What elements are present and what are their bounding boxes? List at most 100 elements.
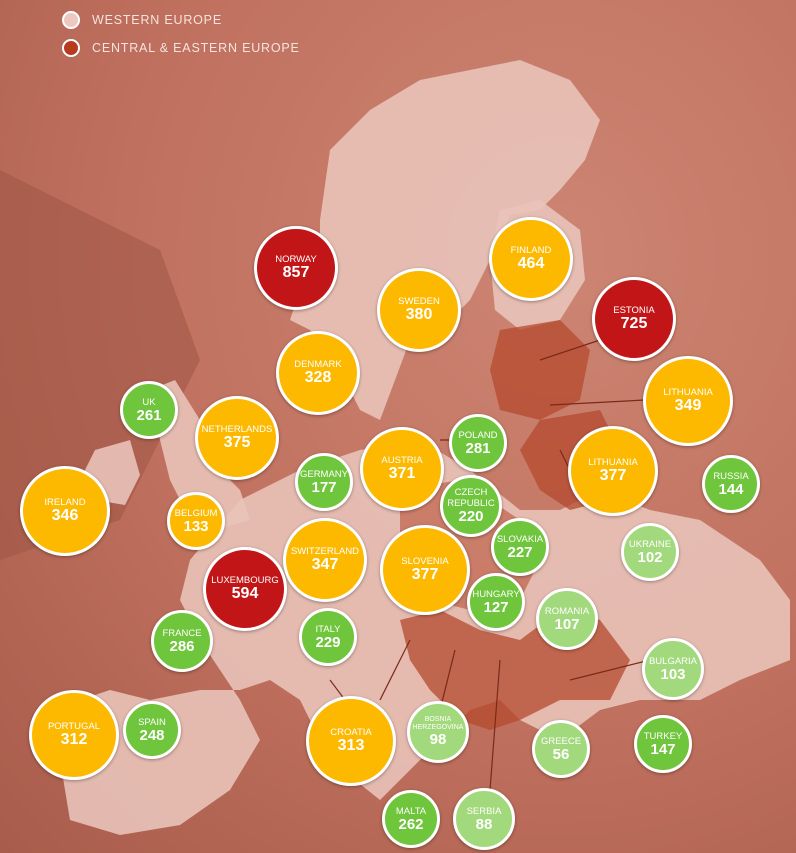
country-name: SPAIN	[138, 716, 166, 728]
country-bubble-belgium[interactable]: BELGIUM 133	[167, 492, 225, 550]
country-name: SLOVAKIA	[496, 533, 544, 545]
country-value: 261	[136, 406, 162, 424]
country-bubble-ukraine[interactable]: UKRAINE 102	[621, 523, 679, 581]
country-bubble-denmark[interactable]: DENMARK 328	[276, 331, 360, 415]
country-value: 375	[223, 434, 251, 452]
country-bubble-norway[interactable]: NORWAY 857	[254, 226, 338, 310]
country-bubble-romania[interactable]: ROMANIA 107	[536, 588, 598, 650]
country-name: UK	[142, 396, 156, 408]
country-value: 227	[507, 543, 533, 561]
country-name: NETHERLANDS	[201, 424, 273, 436]
country-bubble-netherlands[interactable]: NETHERLANDS 375	[195, 396, 279, 480]
background-shadow	[0, 170, 200, 560]
country-value: 286	[169, 637, 195, 655]
country-value: 262	[398, 815, 424, 833]
country-name: AUSTRIA	[381, 455, 423, 467]
country-value: 328	[304, 369, 332, 387]
country-bubble-sweden[interactable]: SWEDEN 380	[377, 268, 461, 352]
country-name: DENMARK	[294, 359, 342, 371]
country-value: 103	[660, 665, 686, 683]
country-value: 220	[458, 508, 484, 526]
country-value: 147	[650, 740, 676, 758]
country-value: 464	[517, 255, 545, 273]
country-value: 377	[599, 467, 627, 485]
country-bubble-czech-republic[interactable]: CZECH REPUBLIC 220	[440, 475, 502, 537]
country-name: LITHUANIA	[588, 457, 638, 469]
country-name: SWITZERLAND	[290, 546, 360, 558]
country-value: 347	[311, 556, 339, 574]
country-name: ESTONIA	[613, 305, 655, 317]
country-name: NORWAY	[275, 254, 317, 266]
country-value: 248	[139, 726, 165, 744]
country-value: 346	[51, 507, 79, 525]
country-name: GERMANY	[299, 468, 349, 480]
legend-item-central-eastern-europe: CENTRAL & EASTERN EUROPE	[62, 34, 300, 62]
country-value: 133	[183, 517, 209, 535]
country-bubble-estonia[interactable]: ESTONIA 725	[592, 277, 676, 361]
country-bubble-slovakia[interactable]: SLOVAKIA 227	[491, 518, 549, 576]
country-bubble-hungary[interactable]: HUNGARY 127	[467, 573, 525, 631]
country-name: BULGARIA	[648, 655, 698, 667]
country-value: 377	[411, 566, 439, 584]
country-bubble-croatia[interactable]: CROATIA 313	[306, 696, 396, 786]
country-value: 349	[674, 397, 702, 415]
country-bubble-bosnia-herzegovina[interactable]: BOSNIA HERZEGOVINA 98	[407, 701, 469, 763]
country-bubble-greece[interactable]: GREECE 56	[532, 720, 590, 778]
country-bubble-bulgaria[interactable]: BULGARIA 103	[642, 638, 704, 700]
country-bubble-austria[interactable]: AUSTRIA 371	[360, 427, 444, 511]
country-value: 857	[282, 264, 310, 282]
country-name: SLOVENIA	[401, 556, 449, 568]
country-bubble-serbia[interactable]: SERBIA 88	[453, 788, 515, 850]
country-bubble-ireland[interactable]: IRELAND 346	[20, 466, 110, 556]
country-bubble-switzerland[interactable]: SWITZERLAND 347	[283, 518, 367, 602]
country-value: 594	[231, 585, 259, 603]
country-bubble-luxembourg[interactable]: LUXEMBOURG 594	[203, 547, 287, 631]
country-value: 144	[718, 480, 744, 498]
country-bubble-turkey[interactable]: TURKEY 147	[634, 715, 692, 773]
country-value: 725	[620, 315, 648, 333]
country-name: BELGIUM	[174, 507, 218, 519]
country-value: 281	[465, 439, 491, 457]
country-name: CROATIA	[330, 727, 372, 739]
country-bubble-poland[interactable]: POLAND 281	[449, 414, 507, 472]
country-bubble-slovenia[interactable]: SLOVENIA 377	[380, 525, 470, 615]
country-bubble-russia[interactable]: RUSSIA 144	[702, 455, 760, 513]
legend-item-western-europe: WESTERN EUROPE	[62, 6, 300, 34]
country-value: 102	[637, 548, 663, 566]
country-value: 127	[483, 598, 509, 616]
country-value: 107	[554, 615, 580, 633]
country-bubble-lithuania-1[interactable]: LITHUANIA 349	[643, 356, 733, 446]
country-name: MALTA	[395, 805, 427, 817]
country-name: FINLAND	[510, 245, 552, 257]
country-name: CZECH REPUBLIC	[447, 487, 495, 510]
country-name: PORTUGAL	[47, 721, 101, 733]
country-bubble-germany[interactable]: GERMANY 177	[295, 453, 353, 511]
country-name: LUXEMBOURG	[211, 575, 279, 587]
legend-swatch	[62, 39, 80, 57]
country-bubble-portugal[interactable]: PORTUGAL 312	[29, 690, 119, 780]
country-name: FRANCE	[162, 627, 202, 639]
country-value: 98	[429, 731, 447, 749]
legend-label: WESTERN EUROPE	[92, 13, 222, 27]
country-name: SERBIA	[466, 805, 502, 817]
country-name: POLAND	[458, 429, 498, 441]
country-name: ITALY	[315, 623, 341, 635]
country-name: SWEDEN	[398, 296, 440, 308]
country-value: 312	[60, 731, 88, 749]
country-name: ROMANIA	[544, 605, 590, 617]
country-bubble-italy[interactable]: ITALY 229	[299, 608, 357, 666]
country-bubble-spain[interactable]: SPAIN 248	[123, 701, 181, 759]
country-value: 56	[552, 745, 570, 763]
country-bubble-france[interactable]: FRANCE 286	[151, 610, 213, 672]
country-name: UKRAINE	[628, 538, 672, 550]
country-name: RUSSIA	[713, 470, 749, 482]
country-value: 229	[315, 633, 341, 651]
country-bubble-lithuania-2[interactable]: LITHUANIA 377	[568, 426, 658, 516]
baltics-region	[490, 320, 590, 420]
country-bubble-finland[interactable]: FINLAND 464	[489, 217, 573, 301]
country-value: 88	[475, 815, 493, 833]
country-bubble-uk[interactable]: UK 261	[120, 381, 178, 439]
country-bubble-malta[interactable]: MALTA 262	[382, 790, 440, 848]
country-name: GREECE	[540, 735, 582, 747]
legend-swatch	[62, 11, 80, 29]
